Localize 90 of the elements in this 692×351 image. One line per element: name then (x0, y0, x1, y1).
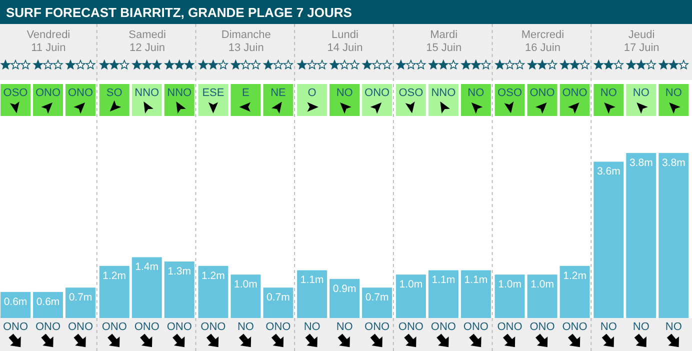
x-tick-label: NO (665, 321, 682, 333)
x-tick-label: ONO (35, 321, 61, 333)
data-label: 3.8m (662, 157, 686, 169)
bar (66, 288, 96, 318)
x-tick-label: ONO (463, 321, 489, 333)
data-label: 0.9m (332, 282, 356, 295)
bar (263, 288, 294, 318)
x-tick-label: ONO (68, 321, 94, 333)
text: NO (468, 87, 485, 99)
data-label: 1.0m (399, 278, 423, 291)
bar (297, 270, 328, 318)
text: Samedi 12 Juin (128, 29, 166, 54)
bar (99, 266, 130, 318)
bar (132, 257, 162, 318)
text: NO (665, 87, 682, 99)
x-tick-label: NO (336, 321, 354, 333)
data-label: 0.6m (4, 296, 28, 308)
bar (594, 162, 624, 318)
text: ESE (202, 87, 224, 99)
data-label: 3.6m (596, 166, 621, 178)
text: O (308, 87, 317, 99)
text: Lundi 14 Juin (327, 29, 363, 54)
text: Mardi 15 Juin (426, 29, 462, 54)
x-tick-label: ONO (497, 321, 523, 333)
data-label: 1.1m (464, 274, 488, 286)
x-tick-label: NO (237, 321, 254, 333)
text: OSO (498, 87, 522, 99)
data-label: 1.0m (234, 278, 258, 291)
text: ONO (68, 87, 94, 99)
text: NNO (134, 87, 160, 99)
data-label: 1.0m (498, 278, 522, 291)
x-tick-label: ONO (562, 321, 588, 333)
bar (460, 270, 491, 318)
bar (330, 278, 360, 318)
x-tick-label: ONO (2, 321, 28, 333)
x-tick-label: ONO (200, 321, 226, 333)
bar (362, 288, 392, 318)
bar (428, 270, 458, 318)
bar (396, 274, 426, 318)
text: ONO (35, 87, 61, 99)
text: OSO (3, 87, 28, 99)
text: SO (106, 87, 123, 99)
data-label: 1.4m (135, 261, 159, 274)
x-tick-label: ONO (430, 321, 456, 333)
data-label: 0.6m (36, 296, 60, 308)
x-tick-label: ONO (102, 321, 128, 333)
data-label: 1.2m (563, 270, 587, 282)
text: Jeudi 17 Juin (624, 29, 660, 54)
x-tick-label: ONO (166, 321, 192, 333)
text: NO (632, 87, 650, 99)
text: NNO (167, 87, 192, 99)
data-label: 1.2m (102, 270, 126, 282)
text: Dimanche 13 Juin (221, 29, 271, 54)
text: NNO (431, 87, 456, 99)
text: NO (600, 87, 618, 99)
x-tick-label: ONO (266, 321, 292, 333)
x-tick-label: ONO (134, 321, 160, 333)
text: NO (336, 87, 354, 99)
bar (658, 153, 689, 318)
x-tick-label: NO (304, 321, 321, 333)
x-tick-label: NO (600, 321, 618, 333)
bar (527, 274, 558, 318)
data-label: 0.7m (365, 292, 389, 304)
data-label: 0.7m (68, 292, 92, 304)
text: E (242, 87, 250, 99)
data-label: 3.8m (629, 157, 654, 169)
data-label: 1.0m (530, 278, 554, 291)
x-tick-label: ONO (364, 321, 390, 333)
data-label: 1.3m (168, 266, 192, 278)
bar (626, 153, 656, 318)
text: OSO (398, 87, 424, 99)
text: ONO (530, 87, 556, 99)
bar (494, 274, 525, 318)
bar (198, 266, 228, 318)
bar (560, 266, 590, 318)
bar (164, 262, 194, 318)
x-tick-label: NO (632, 321, 650, 333)
data-label: 1.2m (202, 270, 226, 282)
x-tick-label: ONO (398, 321, 424, 333)
text: NE (270, 87, 286, 99)
x-tick-label: ONO (530, 321, 556, 333)
data-label: 0.7m (266, 292, 290, 304)
data-label: 1.1m (300, 274, 324, 286)
bar (230, 274, 261, 318)
data-label: 1.1m (432, 274, 456, 286)
text: ONO (364, 87, 390, 99)
text: ONO (562, 87, 588, 99)
chart-title: SURF FORECAST BIARRITZ, GRANDE PLAGE 7 JOURS (6, 5, 352, 20)
text: Mercredi 16 Juin (521, 29, 564, 54)
text: Vendredi 11 Juin (26, 29, 70, 54)
